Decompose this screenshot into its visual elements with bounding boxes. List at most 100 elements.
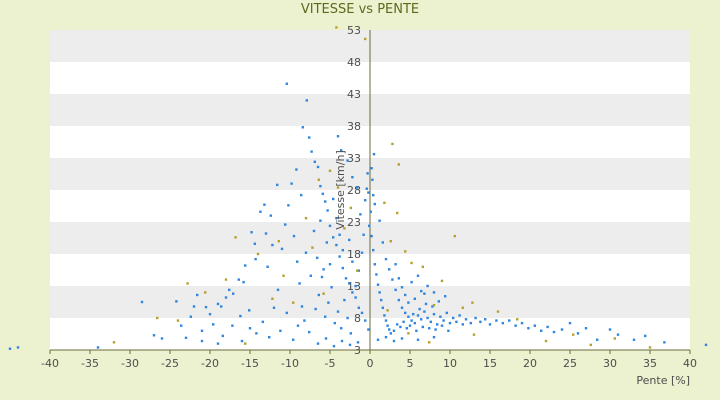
data-point (254, 257, 257, 261)
data-point (261, 320, 264, 324)
data-point (371, 178, 374, 181)
data-point (341, 248, 344, 252)
data-point (310, 150, 313, 153)
data-point (303, 319, 306, 322)
data-point (410, 319, 413, 322)
data-point (240, 339, 244, 343)
data-point (292, 301, 295, 304)
data-point (308, 136, 311, 139)
data-point (501, 321, 504, 325)
data-point (336, 186, 340, 189)
data-point (330, 286, 333, 289)
data-point (432, 312, 436, 316)
data-point (338, 255, 341, 258)
data-point (296, 324, 300, 327)
data-point (271, 297, 274, 300)
data-point (367, 328, 370, 331)
data-point (305, 99, 308, 102)
x-tick-label: 40 (683, 357, 697, 370)
data-point (276, 183, 279, 187)
data-point (280, 247, 284, 251)
data-point (381, 241, 384, 244)
data-point (326, 209, 329, 212)
data-point (404, 293, 407, 297)
data-point (268, 336, 271, 339)
data-point (394, 288, 397, 292)
data-point (357, 269, 360, 272)
data-point (341, 266, 344, 270)
data-point (391, 278, 394, 281)
data-point (432, 304, 436, 307)
data-point (416, 338, 420, 341)
data-point (340, 149, 343, 152)
data-point (356, 341, 360, 344)
data-point (292, 234, 296, 238)
data-point (397, 163, 400, 166)
data-point (616, 333, 620, 336)
y-tick-label: 53 (347, 24, 361, 37)
data-point (410, 261, 413, 265)
x-tick-label: 10 (443, 357, 457, 370)
data-point (256, 252, 260, 256)
data-point (231, 324, 234, 327)
y-tick-label: 33 (347, 152, 361, 165)
data-point (16, 346, 20, 349)
data-point (140, 300, 144, 304)
data-point (400, 337, 404, 340)
data-point (220, 305, 223, 308)
data-point (349, 206, 352, 210)
data-point (373, 263, 376, 266)
data-point (663, 341, 666, 344)
data-point (204, 305, 208, 309)
data-point (399, 325, 402, 329)
data-point (380, 298, 383, 302)
data-point (407, 332, 410, 335)
data-point (366, 172, 369, 175)
data-point (407, 315, 410, 318)
data-point (344, 277, 348, 280)
data-point (356, 186, 359, 189)
data-point (469, 321, 472, 325)
data-point (316, 165, 320, 169)
data-point (357, 306, 360, 309)
data-point (455, 320, 458, 324)
data-point (613, 337, 616, 340)
data-point (319, 219, 322, 222)
y-tick-label: 23 (347, 216, 361, 229)
data-point (292, 338, 295, 341)
data-point (200, 329, 204, 332)
data-point (324, 315, 327, 318)
x-tick-label: 0 (367, 357, 374, 370)
data-point (632, 338, 636, 341)
data-point (372, 193, 375, 197)
data-point (376, 338, 380, 341)
data-point (405, 327, 408, 330)
data-point (420, 289, 423, 293)
data-point (332, 344, 336, 348)
data-point (424, 302, 428, 306)
data-point (421, 265, 424, 268)
data-point (322, 292, 325, 295)
data-point (354, 284, 357, 288)
data-point (228, 288, 231, 292)
data-point (196, 293, 199, 297)
data-point (239, 314, 242, 318)
data-point (304, 216, 308, 220)
data-point (204, 291, 207, 294)
data-point (391, 142, 394, 146)
x-tick-labels: -40 -35 -30 -25 -20 -15 -10 -5 0 5 10 15 20 25 30 35 40 (41, 350, 697, 370)
data-point (472, 333, 476, 336)
data-point (317, 178, 320, 181)
data-point (426, 284, 429, 288)
data-point (520, 321, 524, 325)
data-point (572, 333, 575, 336)
data-point (452, 316, 455, 320)
data-point (242, 280, 245, 284)
data-point (516, 318, 519, 321)
data-point (336, 135, 340, 138)
data-point (432, 291, 436, 294)
data-point (423, 310, 426, 313)
data-point (322, 268, 325, 271)
data-point (175, 300, 178, 303)
x-tick-label: 30 (603, 357, 617, 370)
